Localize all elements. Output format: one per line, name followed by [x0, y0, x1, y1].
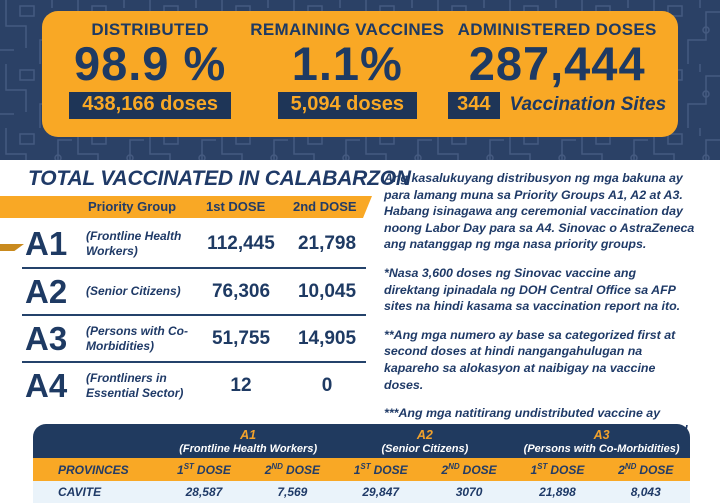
remaining-value: 1.1%	[291, 37, 403, 90]
priority-desc: (Frontliners in Essential Sector)	[86, 370, 184, 400]
dose-subheader: 2ND DOSE	[264, 462, 320, 477]
province-name: CAVITE	[58, 485, 102, 499]
province-value: 29,847	[362, 485, 400, 499]
group-name: (Persons with Co-Morbidities)	[523, 442, 680, 455]
priority-row-a4: A4 (Frontliners in Essential Sector) 12 …	[22, 361, 366, 408]
dose1-header: 1st DOSE	[206, 199, 266, 214]
priority-code: A4	[25, 366, 68, 404]
priority-desc: (Frontline Health Workers)	[86, 228, 182, 258]
dose-subheader: 2ND DOSE	[441, 462, 497, 477]
remaining-vaccines-stat: REMAINING VACCINES 1.1% 5,094 doses	[250, 20, 444, 137]
hero-section: DISTRIBUTED 98.9 % 438,166 doses REMAINI…	[0, 0, 720, 160]
priority-desc: (Senior Citizens)	[86, 284, 181, 298]
dose1-value: 112,445	[207, 232, 275, 254]
note-paragraph-1: Ang kasalukuyang distribusyon ng mga bak…	[384, 171, 695, 252]
dose1-value: 51,755	[211, 327, 271, 349]
province-value: 7,569	[277, 485, 308, 499]
main-content: TOTAL VACCINATED IN CALABARZON Priority …	[0, 160, 720, 454]
priority-rows: A1 (Frontline Health Workers) 112,445 21…	[22, 220, 366, 408]
remaining-label: REMAINING VACCINES	[250, 20, 445, 39]
dose-subheader: 1ST DOSE	[353, 462, 408, 477]
province-value: 8,043	[630, 485, 661, 499]
province-value: 3070	[455, 485, 483, 499]
hero-stats-card: DISTRIBUTED 98.9 % 438,166 doses REMAINI…	[42, 11, 678, 137]
provinces-header: PROVINCES	[58, 462, 129, 477]
administered-doses-stat: ADMINISTERED DOSES 287,444 344 Vaccinati…	[436, 20, 678, 137]
group-name: (Frontline Health Workers)	[179, 442, 318, 455]
page-title: TOTAL VACCINATED IN CALABARZON	[28, 167, 411, 190]
group-name: (Senior Citizens)	[381, 442, 469, 455]
province-value: 21,898	[539, 485, 576, 499]
province-table-dose-header: PROVINCES 1ST DOSE 2ND DOSE 1ST DOSE 2ND DOS…	[33, 458, 690, 481]
distributed-value: 98.9 %	[73, 37, 227, 90]
dose2-value: 0	[321, 374, 333, 396]
ribbon-fold-decoration	[0, 244, 24, 251]
note-paragraph-2: *Nasa 3,600 doses ng Sinovac vaccine ang…	[384, 266, 681, 314]
dose2-value: 21,798	[297, 232, 357, 254]
priority-code: A3	[25, 319, 68, 357]
group-a1-header: A1 (Frontline Health Workers)	[160, 428, 337, 455]
dose2-value: 10,045	[297, 280, 357, 302]
group-a3-header: A3 (Persons with Co-Morbidities)	[513, 428, 690, 455]
group-code: A3	[593, 427, 610, 442]
priority-row-a1: A1 (Frontline Health Workers) 112,445 21…	[22, 220, 366, 267]
distributed-doses-badge: 438,166 doses	[69, 91, 231, 119]
administered-label: ADMINISTERED DOSES	[457, 20, 657, 39]
province-value: 28,587	[185, 485, 223, 499]
vaccination-sites-badge: 344 Vaccination Sites	[448, 91, 667, 119]
dose1-value: 76,306	[211, 280, 271, 302]
note-paragraph-3: **Ang mga numero ay base sa categorized …	[384, 327, 676, 392]
priority-table-section: TOTAL VACCINATED IN CALABARZON Priority …	[0, 160, 411, 424]
province-row-cavite: CAVITE 28,587 7,569 29,847 3070 21,898 8…	[33, 481, 690, 503]
priority-row-a3: A3 (Persons with Co-Morbidities) 51,755 …	[22, 314, 366, 361]
group-code: A1	[240, 427, 257, 442]
dose1-value: 12	[230, 374, 252, 396]
province-table-group-header: A1 (Frontline Health Workers) A2 (Senior…	[33, 424, 690, 458]
table-header-ribbon: Priority Group 1st DOSE 2nd DOSE	[0, 196, 372, 218]
remaining-doses-badge: 5,094 doses	[277, 91, 417, 119]
vaccination-sites-caption: Vaccination Sites	[509, 94, 667, 116]
administered-value: 287,444	[468, 37, 646, 90]
dose2-value: 14,905	[297, 327, 357, 349]
group-code: A2	[416, 427, 433, 442]
dose-subheader: 1ST DOSE	[177, 462, 231, 477]
dose-subheader: 1ST DOSE	[530, 462, 585, 477]
province-table: A1 (Frontline Health Workers) A2 (Senior…	[33, 424, 690, 503]
priority-code: A2	[25, 272, 68, 310]
priority-row-a2: A2 (Senior Citizens) 76,306 10,045	[22, 267, 366, 314]
notes-section: Ang kasalukuyang distribusyon ng mga bak…	[378, 160, 720, 454]
priority-desc: (Persons with Co-Morbidities)	[86, 323, 189, 353]
vaccination-sites-count: 344	[448, 91, 500, 119]
dose-subheader: 2ND DOSE	[618, 462, 674, 477]
distributed-stat: DISTRIBUTED 98.9 % 438,166 doses	[42, 20, 258, 137]
dose2-header: 2nd DOSE	[293, 199, 357, 214]
priority-code: A1	[25, 224, 68, 262]
priority-group-header: Priority Group	[88, 199, 177, 214]
group-a2-header: A2 (Senior Citizens)	[337, 428, 514, 455]
distributed-label: DISTRIBUTED	[91, 20, 209, 39]
